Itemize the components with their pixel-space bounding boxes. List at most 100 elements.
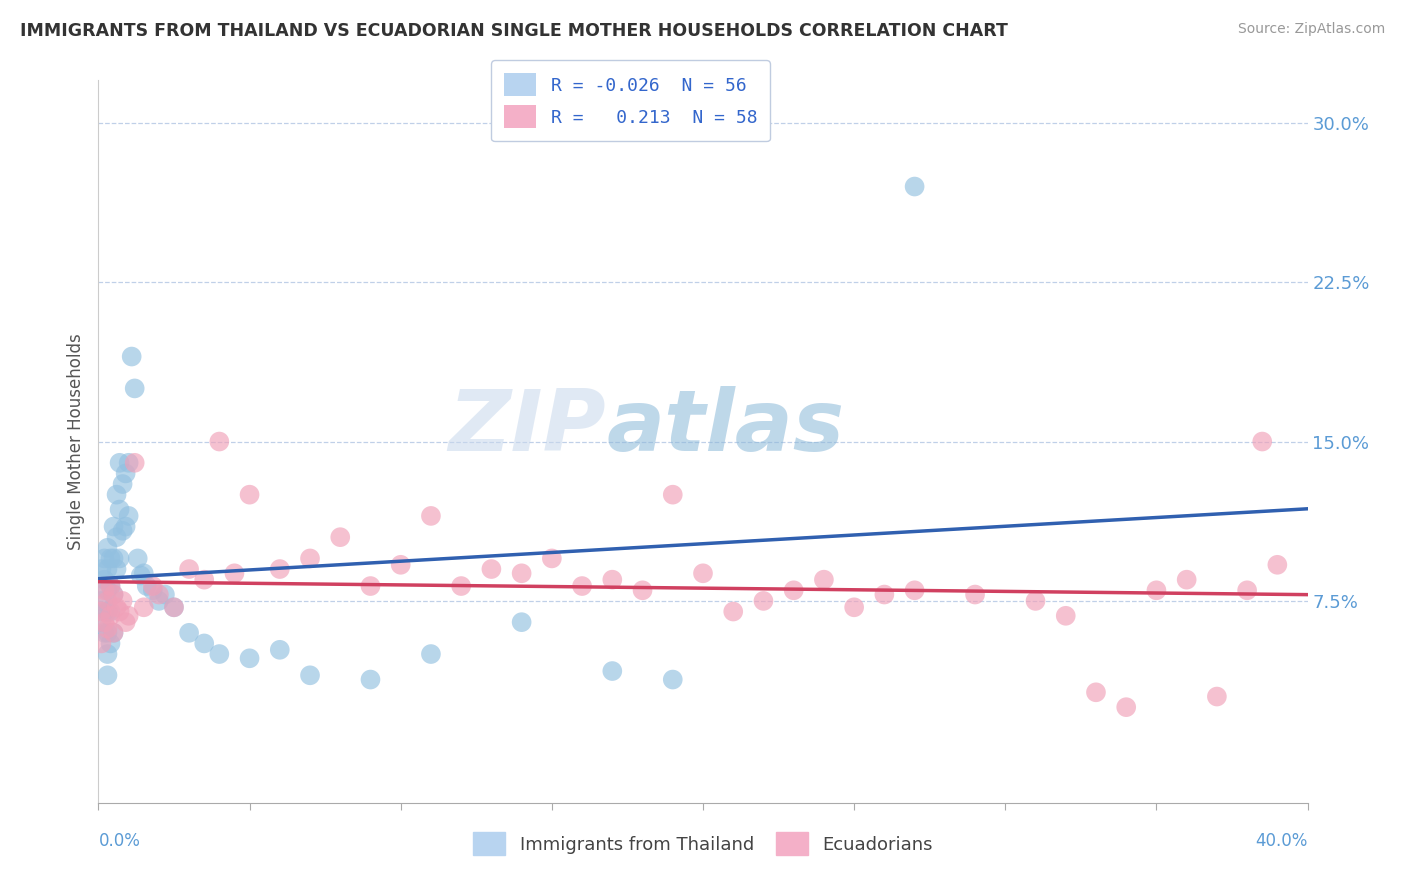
Point xyxy=(96,647,118,661)
Point xyxy=(118,508,141,523)
Point xyxy=(96,594,118,608)
Point xyxy=(148,588,170,602)
Point xyxy=(631,583,654,598)
Point xyxy=(111,524,134,538)
Point xyxy=(114,519,136,533)
Point xyxy=(193,636,215,650)
Point xyxy=(93,615,115,630)
Point xyxy=(129,568,152,582)
Point xyxy=(93,583,115,598)
Point xyxy=(208,647,231,661)
Point xyxy=(540,551,562,566)
Point xyxy=(269,642,291,657)
Point xyxy=(420,647,443,661)
Point xyxy=(127,551,149,566)
Point xyxy=(114,615,136,630)
Point xyxy=(90,594,112,608)
Point xyxy=(360,673,382,687)
Point xyxy=(602,573,624,587)
Point xyxy=(108,605,131,619)
Point xyxy=(844,600,866,615)
Point xyxy=(124,456,146,470)
Point xyxy=(329,530,352,544)
Point xyxy=(299,551,322,566)
Point xyxy=(208,434,231,449)
Point xyxy=(90,562,112,576)
Point xyxy=(1206,690,1229,704)
Point xyxy=(1115,700,1137,714)
Point xyxy=(108,551,131,566)
Point xyxy=(103,519,125,533)
Point xyxy=(96,583,118,598)
Text: atlas: atlas xyxy=(606,385,845,468)
Text: ZIP: ZIP xyxy=(449,385,606,468)
Point xyxy=(1054,608,1077,623)
Point xyxy=(179,562,201,576)
Point xyxy=(100,579,122,593)
Point xyxy=(100,605,122,619)
Point xyxy=(571,579,593,593)
Point xyxy=(96,562,118,576)
Point xyxy=(93,551,115,566)
Y-axis label: Single Mother Households: Single Mother Households xyxy=(66,334,84,549)
Point xyxy=(602,664,624,678)
Point xyxy=(1236,583,1258,598)
Point xyxy=(239,488,262,502)
Text: Source: ZipAtlas.com: Source: ZipAtlas.com xyxy=(1237,22,1385,37)
Point xyxy=(142,583,165,598)
Point xyxy=(723,605,745,619)
Point xyxy=(481,562,503,576)
Point xyxy=(103,588,125,602)
Point xyxy=(93,605,115,619)
Point xyxy=(93,625,115,640)
Text: 40.0%: 40.0% xyxy=(1256,832,1308,850)
Point xyxy=(142,579,165,593)
Point xyxy=(105,530,128,544)
Point xyxy=(904,583,927,598)
Point xyxy=(661,488,683,502)
Point xyxy=(904,179,927,194)
Point xyxy=(96,541,118,555)
Point xyxy=(118,608,141,623)
Point xyxy=(420,508,443,523)
Point xyxy=(269,562,291,576)
Point xyxy=(114,467,136,481)
Text: IMMIGRANTS FROM THAILAND VS ECUADORIAN SINGLE MOTHER HOUSEHOLDS CORRELATION CHAR: IMMIGRANTS FROM THAILAND VS ECUADORIAN S… xyxy=(20,22,1008,40)
Point xyxy=(105,562,128,576)
Point xyxy=(108,502,131,516)
Point xyxy=(193,573,215,587)
Point xyxy=(148,594,170,608)
Point xyxy=(299,668,322,682)
Point xyxy=(100,551,122,566)
Point xyxy=(179,625,201,640)
Point xyxy=(661,673,683,687)
Point xyxy=(103,625,125,640)
Point xyxy=(1085,685,1108,699)
Legend: Immigrants from Thailand, Ecuadorians: Immigrants from Thailand, Ecuadorians xyxy=(463,822,943,866)
Point xyxy=(163,600,186,615)
Point xyxy=(103,588,125,602)
Point xyxy=(813,573,835,587)
Point xyxy=(118,456,141,470)
Point xyxy=(1144,583,1167,598)
Point xyxy=(1267,558,1289,572)
Point xyxy=(752,594,775,608)
Point xyxy=(105,600,128,615)
Point xyxy=(132,600,155,615)
Point xyxy=(111,477,134,491)
Point xyxy=(90,615,112,630)
Point xyxy=(103,551,125,566)
Point xyxy=(510,566,533,581)
Point xyxy=(783,583,806,598)
Point xyxy=(135,579,157,593)
Point xyxy=(163,600,186,615)
Point xyxy=(692,566,714,581)
Point xyxy=(124,381,146,395)
Point xyxy=(108,456,131,470)
Point xyxy=(111,594,134,608)
Point xyxy=(965,588,987,602)
Point xyxy=(96,605,118,619)
Point xyxy=(105,488,128,502)
Point xyxy=(100,636,122,650)
Point xyxy=(96,622,118,636)
